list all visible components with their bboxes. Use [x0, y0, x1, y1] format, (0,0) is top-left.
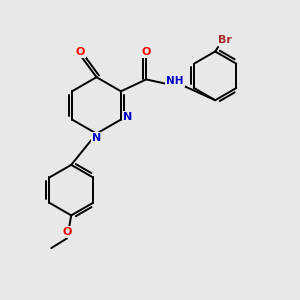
Text: NH: NH [166, 76, 184, 86]
Text: O: O [76, 47, 85, 57]
Text: Br: Br [218, 34, 232, 45]
Text: N: N [123, 112, 132, 122]
Text: N: N [92, 133, 101, 143]
Text: O: O [63, 227, 72, 237]
Text: O: O [142, 47, 151, 57]
